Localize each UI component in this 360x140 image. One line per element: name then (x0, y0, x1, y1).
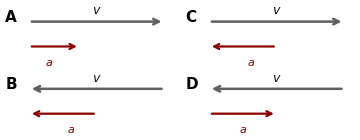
Text: $a$: $a$ (45, 58, 53, 68)
Text: $v$: $v$ (272, 4, 282, 17)
Text: C: C (185, 10, 197, 24)
Text: $a$: $a$ (247, 58, 255, 68)
Text: $v$: $v$ (92, 4, 102, 17)
Text: $a$: $a$ (67, 125, 75, 136)
Text: A: A (5, 10, 17, 24)
Text: D: D (185, 77, 198, 92)
Text: $v$: $v$ (272, 72, 282, 85)
Text: $a$: $a$ (239, 125, 247, 136)
Text: $v$: $v$ (92, 72, 102, 85)
Text: B: B (5, 77, 17, 92)
